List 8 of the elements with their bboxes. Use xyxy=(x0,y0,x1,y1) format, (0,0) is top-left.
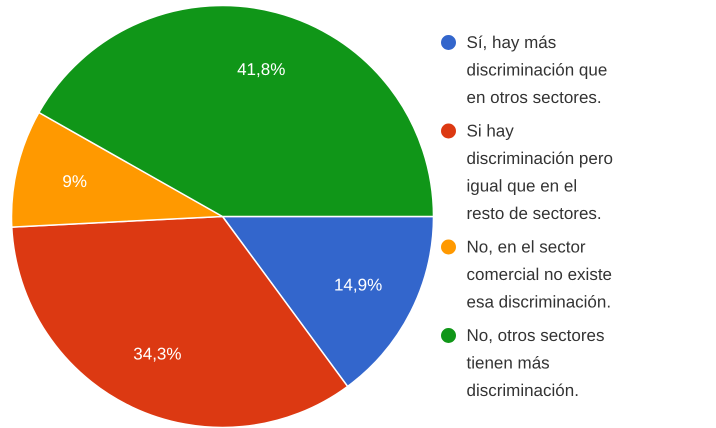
legend-label: Si hay discriminación pero igual que en el resto de sectores. xyxy=(466,122,613,223)
data-label: 41,8% xyxy=(237,60,286,80)
legend-label: No, en el sector comercial no existe esa discriminación. xyxy=(466,238,612,312)
data-label: 34,3% xyxy=(133,344,182,364)
data-label: 9% xyxy=(62,172,87,191)
legend-label: Sí, hay más discriminación que en otros sectores. xyxy=(466,33,608,107)
legend-label: No, otros sectores tienen más discriminación. xyxy=(466,326,604,400)
data-label: 14,9% xyxy=(334,276,382,295)
